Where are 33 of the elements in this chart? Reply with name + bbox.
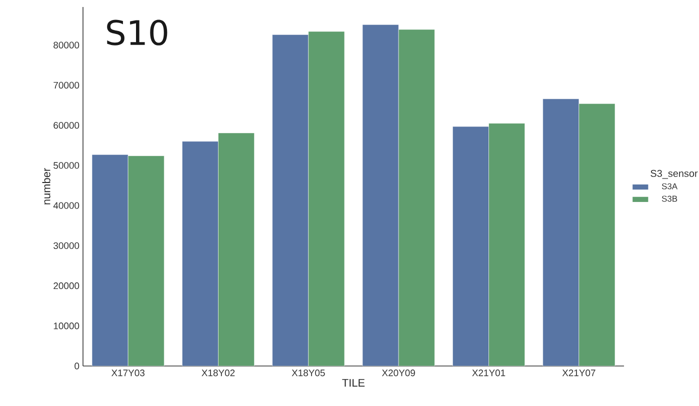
y-tick-label: 80000 (54, 42, 80, 48)
legend-title: S3_sensor (650, 170, 698, 179)
x-tick-label: X20Y09 (382, 370, 415, 376)
bar (272, 34, 309, 366)
bar (452, 126, 489, 366)
y-tick-label: 70000 (54, 82, 80, 89)
x-tick-label: X18Y02 (202, 370, 235, 376)
bar (308, 31, 345, 366)
x-tick-label: X21Y01 (472, 370, 506, 376)
bar (92, 154, 128, 366)
legend-label: S3A (662, 183, 678, 190)
y-tick-label: 30000 (54, 242, 80, 250)
x-tick-label: X18Y05 (292, 370, 325, 376)
x-tick-label: X17Y03 (111, 370, 144, 376)
y-tick-label: 50000 (54, 162, 80, 169)
bar (542, 98, 580, 366)
bar (182, 141, 218, 366)
x-axis-title: TILE (342, 379, 365, 387)
y-axis-title: number (42, 168, 50, 204)
bar (362, 24, 399, 366)
chart-title: S10 (107, 20, 168, 46)
y-tick-label: 0 (74, 362, 80, 370)
bar (218, 132, 254, 366)
y-tick-label: 40000 (53, 202, 80, 209)
y-tick-label: 10000 (54, 322, 80, 330)
bar (488, 123, 525, 366)
y-tick-label: 60000 (54, 122, 80, 129)
x-tick-label: X21Y07 (562, 370, 596, 376)
y-tick-label: 20000 (54, 282, 80, 290)
bar (578, 104, 616, 366)
bar (398, 29, 435, 366)
bar (128, 156, 164, 366)
legend-label: S3B (662, 196, 678, 202)
